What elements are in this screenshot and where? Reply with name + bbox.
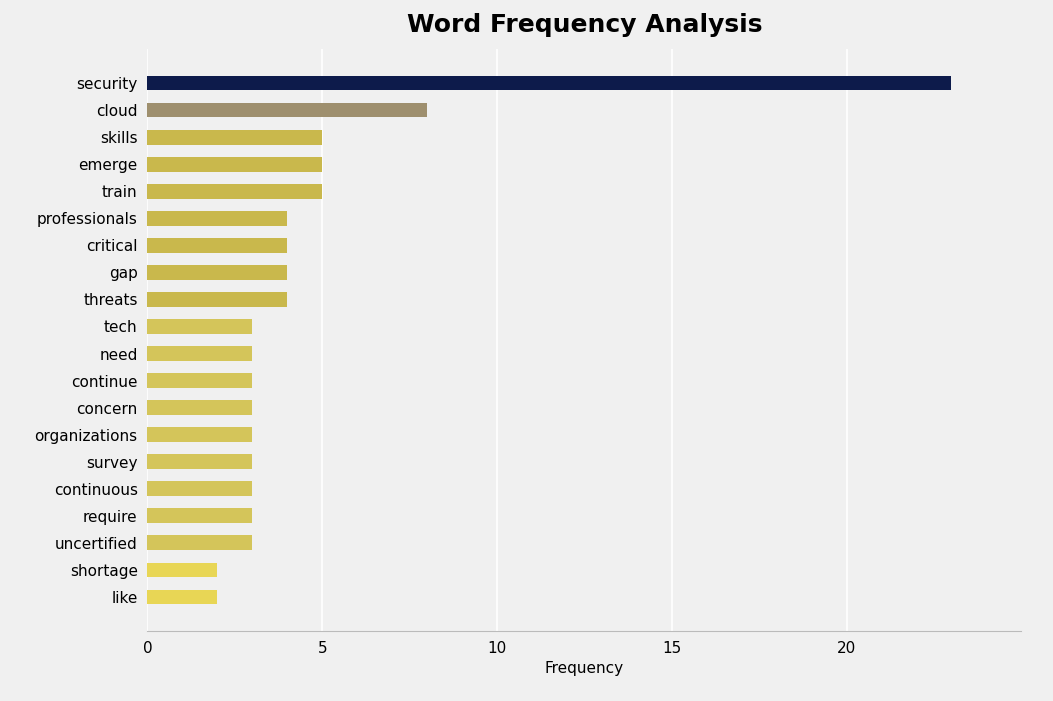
Bar [147,157,322,172]
Bar [147,454,253,469]
Bar [147,508,253,523]
Bar [147,536,253,550]
Bar [147,130,322,144]
Bar [147,319,253,334]
Bar [147,400,253,415]
Bar [147,427,253,442]
Bar [147,562,217,578]
Bar [147,292,287,307]
Bar [147,102,428,118]
Bar [147,373,253,388]
Bar [147,590,217,604]
Bar [147,482,253,496]
Bar [147,238,287,253]
X-axis label: Frequency: Frequency [544,661,624,676]
Bar [147,184,322,198]
Bar [147,211,287,226]
Title: Word Frequency Analysis: Word Frequency Analysis [406,13,762,37]
Bar [147,346,253,361]
Bar [147,76,952,90]
Bar [147,265,287,280]
